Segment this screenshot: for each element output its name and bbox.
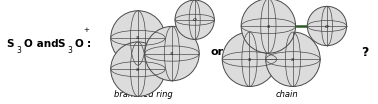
Ellipse shape	[266, 32, 320, 87]
Ellipse shape	[307, 6, 347, 46]
Text: ?: ?	[361, 46, 369, 58]
Text: o: o	[325, 24, 329, 28]
Ellipse shape	[111, 11, 165, 65]
Ellipse shape	[241, 0, 296, 53]
Text: O: O	[23, 39, 32, 49]
Ellipse shape	[145, 26, 199, 81]
Text: s: s	[170, 51, 174, 56]
Text: s: s	[248, 57, 251, 62]
Text: :: :	[87, 39, 91, 49]
Text: s: s	[291, 57, 294, 62]
Ellipse shape	[175, 0, 214, 39]
Text: s: s	[136, 35, 139, 40]
Text: o: o	[193, 17, 197, 22]
Text: +: +	[83, 27, 89, 33]
Text: or: or	[211, 47, 224, 57]
Text: 3: 3	[68, 46, 73, 55]
Text: S: S	[57, 39, 65, 49]
Text: s: s	[136, 67, 139, 72]
Ellipse shape	[222, 32, 277, 87]
Text: 3: 3	[17, 46, 22, 55]
Ellipse shape	[111, 42, 165, 96]
Text: S: S	[6, 39, 14, 49]
Text: s: s	[267, 24, 270, 28]
Text: chain: chain	[276, 90, 299, 99]
Text: O: O	[74, 39, 83, 49]
Text: branched ring: branched ring	[114, 90, 173, 99]
Text: and: and	[33, 39, 62, 49]
